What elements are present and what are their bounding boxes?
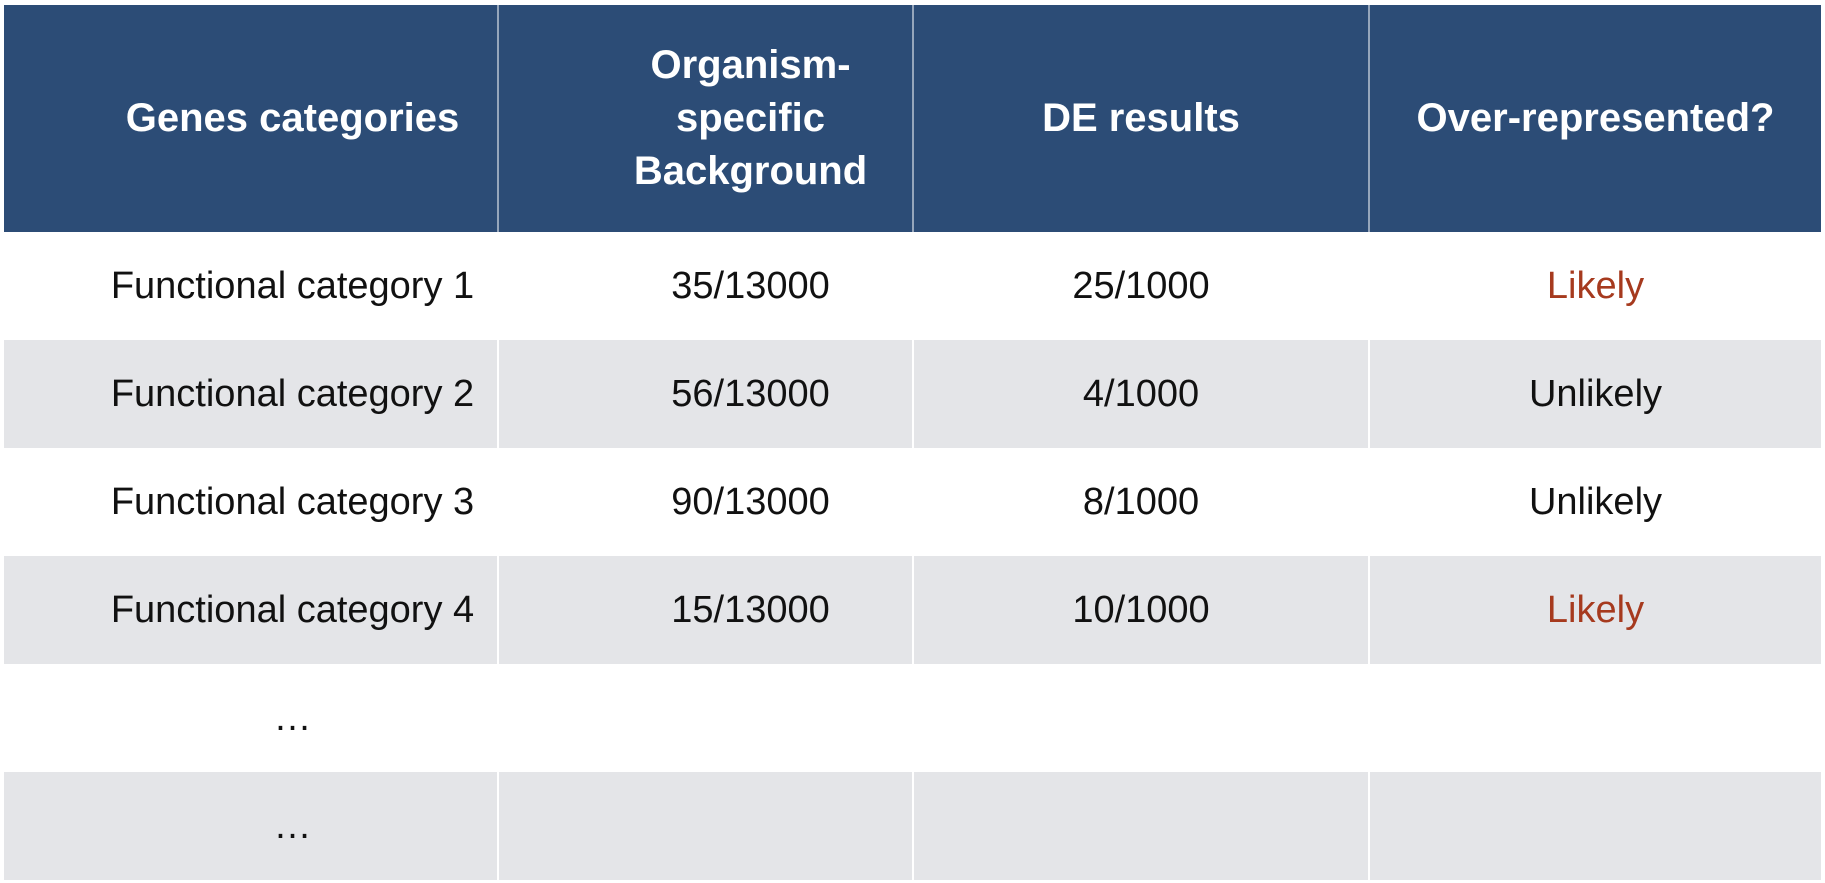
background-cell (497, 664, 912, 772)
category-cell: Functional category 3 (4, 448, 497, 556)
category-cell: Functional category 1 (4, 232, 497, 340)
background-cell: 35/13000 (497, 232, 912, 340)
column-header-de-results: DE results (912, 5, 1368, 232)
de-results-cell: 25/1000 (912, 232, 1368, 340)
category-cell: Functional category 4 (4, 556, 497, 664)
de-results-cell: 8/1000 (912, 448, 1368, 556)
column-header-over-represented: Over-represented? (1368, 5, 1821, 232)
verdict-cell (1368, 772, 1821, 880)
background-cell: 56/13000 (497, 340, 912, 448)
background-cell (497, 772, 912, 880)
verdict-cell: Likely (1368, 556, 1821, 664)
de-results-cell (912, 664, 1368, 772)
category-cell: Functional category 2 (4, 340, 497, 448)
background-cell: 15/13000 (497, 556, 912, 664)
verdict-cell (1368, 664, 1821, 772)
de-results-cell: 4/1000 (912, 340, 1368, 448)
background-cell: 90/13000 (497, 448, 912, 556)
verdict-cell: Likely (1368, 232, 1821, 340)
column-header-organism-background: Organism- specific Background (497, 5, 912, 232)
verdict-cell: Unlikely (1368, 340, 1821, 448)
de-results-cell (912, 772, 1368, 880)
category-cell: … (4, 664, 497, 772)
de-results-cell: 10/1000 (912, 556, 1368, 664)
enrichment-table: Genes categories Organism- specific Back… (4, 5, 1821, 881)
category-cell: … (4, 772, 497, 880)
column-header-genes-categories: Genes categories (4, 5, 497, 232)
verdict-cell: Unlikely (1368, 448, 1821, 556)
